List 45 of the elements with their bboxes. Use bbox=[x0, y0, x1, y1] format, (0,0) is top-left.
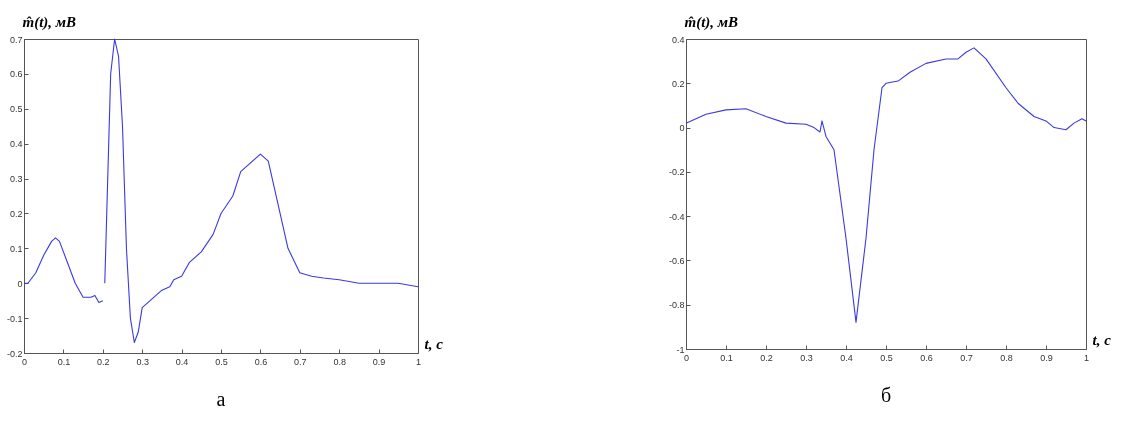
y-tick-label: -1 bbox=[676, 344, 685, 355]
text: а bbox=[216, 388, 226, 410]
y-axis-title: m̂(t), мВ bbox=[22, 13, 77, 31]
x-tick-label: 0.4 bbox=[840, 352, 853, 363]
y-tick-label: 0.2 bbox=[671, 78, 685, 89]
x-tick-label: 1 bbox=[1083, 352, 1090, 363]
x-tick-label: 0.1 bbox=[720, 352, 733, 363]
y-tick-label: 0.3 bbox=[9, 174, 23, 185]
y-tick-label: -0.2 bbox=[6, 348, 23, 359]
x-tick-label: 0.2 bbox=[97, 356, 110, 367]
y-tick-label: 0 bbox=[17, 278, 23, 289]
y-tick-label: 0.4 bbox=[9, 139, 23, 150]
line-series bbox=[685, 47, 1087, 323]
x-tick-label: 0.4 bbox=[175, 356, 189, 367]
y-tick-label: -0.1 bbox=[6, 313, 23, 324]
y-tick-label: 0.5 bbox=[9, 104, 23, 115]
y-tick-label: 0.7 bbox=[9, 34, 23, 45]
y-axis-title: m̂(t), мВ bbox=[684, 13, 739, 31]
y-tick-label: 0.6 bbox=[9, 69, 23, 80]
x-tick-label: 0.7 bbox=[294, 356, 307, 367]
x-tick-label: 1 bbox=[415, 356, 422, 367]
x-tick-label: 0.5 bbox=[215, 356, 228, 367]
x-axis-title: t, c bbox=[424, 335, 444, 352]
x-axis-title: t, c bbox=[1092, 331, 1112, 348]
text: б bbox=[880, 384, 892, 406]
x-tick-label: 0.9 bbox=[1040, 352, 1053, 363]
y-tick-label: -0.8 bbox=[668, 300, 685, 311]
x-tick-label: 0.3 bbox=[136, 356, 149, 367]
x-tick-label: 0.2 bbox=[760, 352, 773, 363]
x-tick-label: 0.9 bbox=[372, 356, 386, 367]
y-tick-label: -0.4 bbox=[668, 211, 685, 222]
y-tick-label: 0.4 bbox=[671, 34, 685, 45]
y-tick-label: 0 bbox=[679, 123, 685, 134]
y-tick-label: -0.2 bbox=[668, 167, 685, 178]
x-tick-label: 0.7 bbox=[960, 352, 973, 363]
x-tick-label: 0.6 bbox=[254, 356, 268, 367]
y-tick-label: 0.2 bbox=[9, 208, 23, 219]
y-tick-label: -0.6 bbox=[668, 255, 685, 266]
y-tick-label: 0.1 bbox=[9, 243, 23, 254]
x-tick-label: 0.8 bbox=[1000, 352, 1013, 363]
x-tick-label: 0.3 bbox=[800, 352, 813, 363]
x-tick-label: 0.1 bbox=[57, 356, 71, 367]
x-tick-label: 0.6 bbox=[920, 352, 933, 363]
x-tick-label: 0.5 bbox=[880, 352, 893, 363]
x-tick-label: 0.8 bbox=[333, 356, 346, 367]
